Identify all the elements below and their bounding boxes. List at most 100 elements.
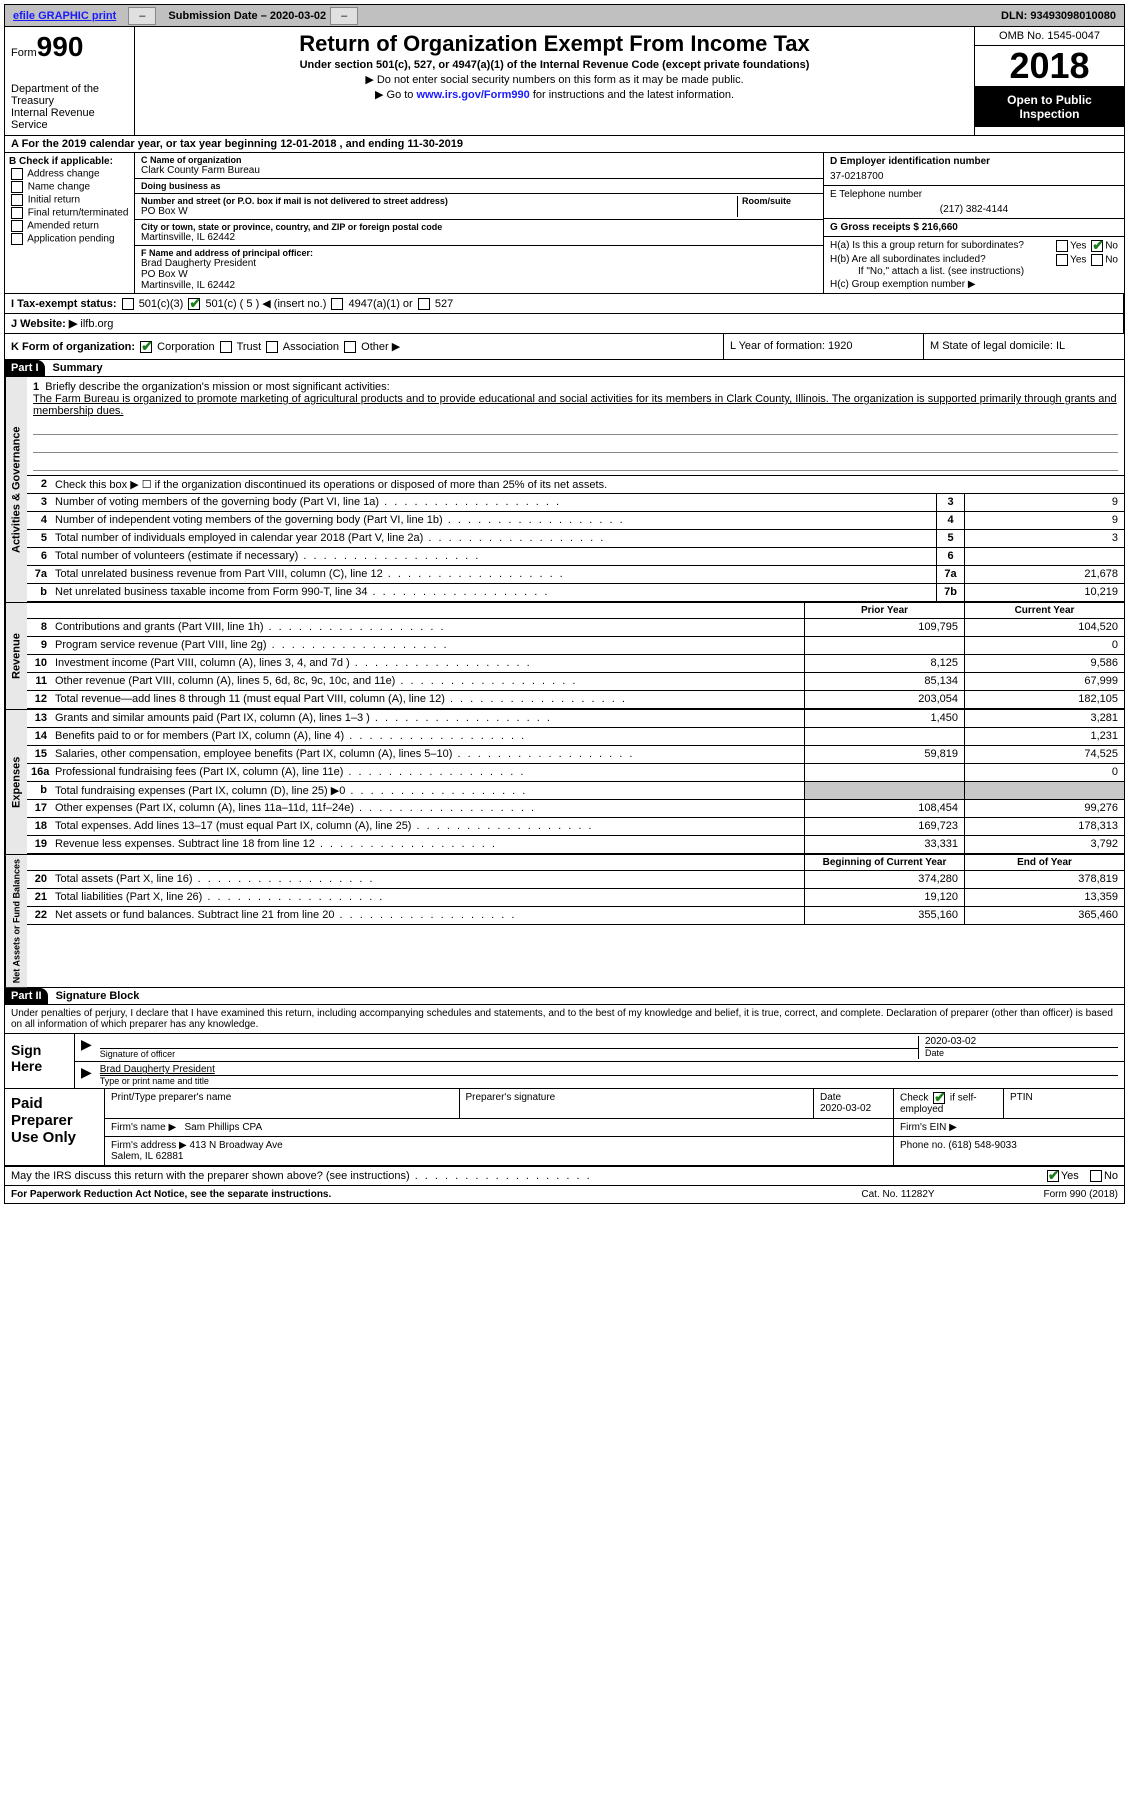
beg-year-hdr: Beginning of Current Year bbox=[804, 855, 964, 870]
officer-name: Brad Daugherty President bbox=[100, 1064, 1118, 1075]
firm-name: Sam Phillips CPA bbox=[185, 1122, 263, 1133]
summary-row: 8Contributions and grants (Part VIII, li… bbox=[27, 619, 1124, 637]
form-title: Return of Organization Exempt From Incom… bbox=[143, 31, 966, 57]
part-ii-header: Part II Signature Block bbox=[5, 987, 1124, 1005]
line-2: 2 Check this box ▶ ☐ if the organization… bbox=[27, 476, 1124, 494]
chk-527[interactable] bbox=[418, 298, 430, 310]
hb-label: H(b) Are all subordinates included? bbox=[830, 254, 1054, 266]
prior-year-hdr: Prior Year bbox=[804, 603, 964, 618]
part-ii-badge: Part II bbox=[5, 988, 48, 1004]
arrow-icon: ▶ bbox=[81, 1036, 92, 1059]
summary-row: 4Number of independent voting members of… bbox=[27, 512, 1124, 530]
summary-row: 6Total number of volunteers (estimate if… bbox=[27, 548, 1124, 566]
addr-label: Number and street (or P.O. box if mail i… bbox=[141, 196, 737, 206]
summary-row: 9Program service revenue (Part VIII, lin… bbox=[27, 637, 1124, 655]
title-block: Return of Organization Exempt From Incom… bbox=[135, 27, 974, 135]
prep-name-label: Print/Type preparer's name bbox=[105, 1089, 460, 1118]
form-ref: Form 990 (2018) bbox=[958, 1189, 1118, 1200]
block-c-f: C Name of organization Clark County Farm… bbox=[135, 153, 824, 293]
summary-row: 11Other revenue (Part VIII, column (A), … bbox=[27, 673, 1124, 691]
chk-final-return[interactable]: Final return/terminated bbox=[9, 207, 130, 219]
org-name-value: Clark County Farm Bureau bbox=[141, 165, 817, 176]
chk-501c[interactable] bbox=[188, 298, 200, 310]
topbar: efile GRAPHIC print – Submission Date – … bbox=[5, 5, 1124, 27]
chk-name-change[interactable]: Name change bbox=[9, 181, 130, 193]
penalty-statement: Under penalties of perjury, I declare th… bbox=[5, 1005, 1124, 1034]
part-i-header: Part I Summary bbox=[5, 360, 1124, 377]
part-i-title: Summary bbox=[53, 362, 103, 374]
firm-ein-label: Firm's EIN ▶ bbox=[894, 1119, 1124, 1136]
collapse-button[interactable]: – bbox=[128, 7, 156, 25]
suite-label: Room/suite bbox=[742, 196, 817, 206]
state-domicile: M State of legal domicile: IL bbox=[924, 334, 1124, 359]
year-formation: L Year of formation: 1920 bbox=[724, 334, 924, 359]
sig-date-label: Date bbox=[925, 1047, 1118, 1058]
dba-label: Doing business as bbox=[141, 181, 817, 191]
chk-other[interactable] bbox=[344, 341, 356, 353]
phone-label: E Telephone number bbox=[830, 189, 1118, 200]
city-value: Martinsville, IL 62442 bbox=[141, 232, 817, 243]
org-name-label: C Name of organization bbox=[141, 155, 817, 165]
signature-block: Under penalties of perjury, I declare th… bbox=[5, 1005, 1124, 1089]
block-d-h: D Employer identification number 37-0218… bbox=[824, 153, 1124, 293]
vtab-governance: Activities & Governance bbox=[5, 377, 27, 602]
row-j: J Website: ▶ ilfb.org bbox=[5, 314, 1124, 334]
summary-row: 3Number of voting members of the governi… bbox=[27, 494, 1124, 512]
chk-discuss-no[interactable] bbox=[1090, 1170, 1102, 1182]
omb-number: OMB No. 1545-0047 bbox=[975, 27, 1124, 46]
vtab-revenue: Revenue bbox=[5, 603, 27, 709]
summary-row: 13Grants and similar amounts paid (Part … bbox=[27, 710, 1124, 728]
section-revenue: Revenue Prior Year Current Year 8Contrib… bbox=[5, 602, 1124, 709]
summary-row: 20Total assets (Part X, line 16)374,2803… bbox=[27, 871, 1124, 889]
form-subtitle: Under section 501(c), 527, or 4947(a)(1)… bbox=[143, 59, 966, 71]
f-value: Brad Daugherty President PO Box W Martin… bbox=[141, 258, 817, 291]
officer-name-label: Type or print name and title bbox=[100, 1075, 1118, 1086]
hb-yes-no: Yes No bbox=[1054, 254, 1118, 266]
phone-value: (217) 382-4144 bbox=[830, 204, 1118, 215]
section-expenses: Expenses 13Grants and similar amounts pa… bbox=[5, 709, 1124, 854]
chk-self-employed[interactable] bbox=[933, 1092, 945, 1104]
row-i: I Tax-exempt status: 501(c)(3) 501(c) ( … bbox=[5, 294, 1124, 314]
collapse-button-2[interactable]: – bbox=[330, 7, 358, 25]
prep-sig-label: Preparer's signature bbox=[460, 1089, 815, 1118]
chk-corp[interactable] bbox=[140, 341, 152, 353]
summary-row: 18Total expenses. Add lines 13–17 (must … bbox=[27, 818, 1124, 836]
tax-year: 2018 bbox=[975, 46, 1124, 87]
note-link: ▶ Go to www.irs.gov/Form990 for instruct… bbox=[143, 88, 966, 101]
irs-discuss-row: May the IRS discuss this return with the… bbox=[5, 1166, 1124, 1185]
k-label: K Form of organization: bbox=[11, 341, 135, 353]
ein-value: 37-0218700 bbox=[830, 171, 1118, 182]
efile-graphic-link[interactable]: efile GRAPHIC print bbox=[5, 10, 124, 22]
form-id-block: Form990 Department of the Treasury Inter… bbox=[5, 27, 135, 135]
chk-4947[interactable] bbox=[331, 298, 343, 310]
vtab-net-assets: Net Assets or Fund Balances bbox=[5, 855, 27, 987]
submission-date-label: Submission Date – 2020-03-02 bbox=[168, 10, 326, 22]
vtab-expenses: Expenses bbox=[5, 710, 27, 854]
summary-row: 10Investment income (Part VIII, column (… bbox=[27, 655, 1124, 673]
part-i-badge: Part I bbox=[5, 360, 45, 376]
chk-trust[interactable] bbox=[220, 341, 232, 353]
summary-row: 21Total liabilities (Part X, line 26)19,… bbox=[27, 889, 1124, 907]
ha-yes-no: Yes No bbox=[1054, 240, 1118, 252]
chk-address-change[interactable]: Address change bbox=[9, 168, 130, 180]
website-value: ilfb.org bbox=[80, 318, 113, 330]
summary-row: 16aProfessional fundraising fees (Part I… bbox=[27, 764, 1124, 782]
chk-assoc[interactable] bbox=[266, 341, 278, 353]
addr-value: PO Box W bbox=[141, 206, 737, 217]
section-governance: Activities & Governance 1 Briefly descri… bbox=[5, 377, 1124, 602]
form-prefix: Form bbox=[11, 47, 37, 59]
mission-text: The Farm Bureau is organized to promote … bbox=[33, 393, 1117, 417]
chk-discuss-yes[interactable] bbox=[1047, 1170, 1059, 1182]
paperwork-notice: For Paperwork Reduction Act Notice, see … bbox=[11, 1189, 838, 1200]
chk-initial-return[interactable]: Initial return bbox=[9, 194, 130, 206]
identity-grid: B Check if applicable: Address change Na… bbox=[5, 153, 1124, 294]
arrow-icon: ▶ bbox=[81, 1064, 92, 1086]
dln-label: DLN: 93493098010080 bbox=[1001, 10, 1124, 22]
chk-application-pending[interactable]: Application pending bbox=[9, 233, 130, 245]
summary-row: bTotal fundraising expenses (Part IX, co… bbox=[27, 782, 1124, 800]
note-ssn: ▶ Do not enter social security numbers o… bbox=[143, 73, 966, 86]
irs-link[interactable]: www.irs.gov/Form990 bbox=[416, 89, 529, 101]
chk-amended-return[interactable]: Amended return bbox=[9, 220, 130, 232]
chk-501c3[interactable] bbox=[122, 298, 134, 310]
hc-label: H(c) Group exemption number ▶ bbox=[830, 279, 1118, 290]
